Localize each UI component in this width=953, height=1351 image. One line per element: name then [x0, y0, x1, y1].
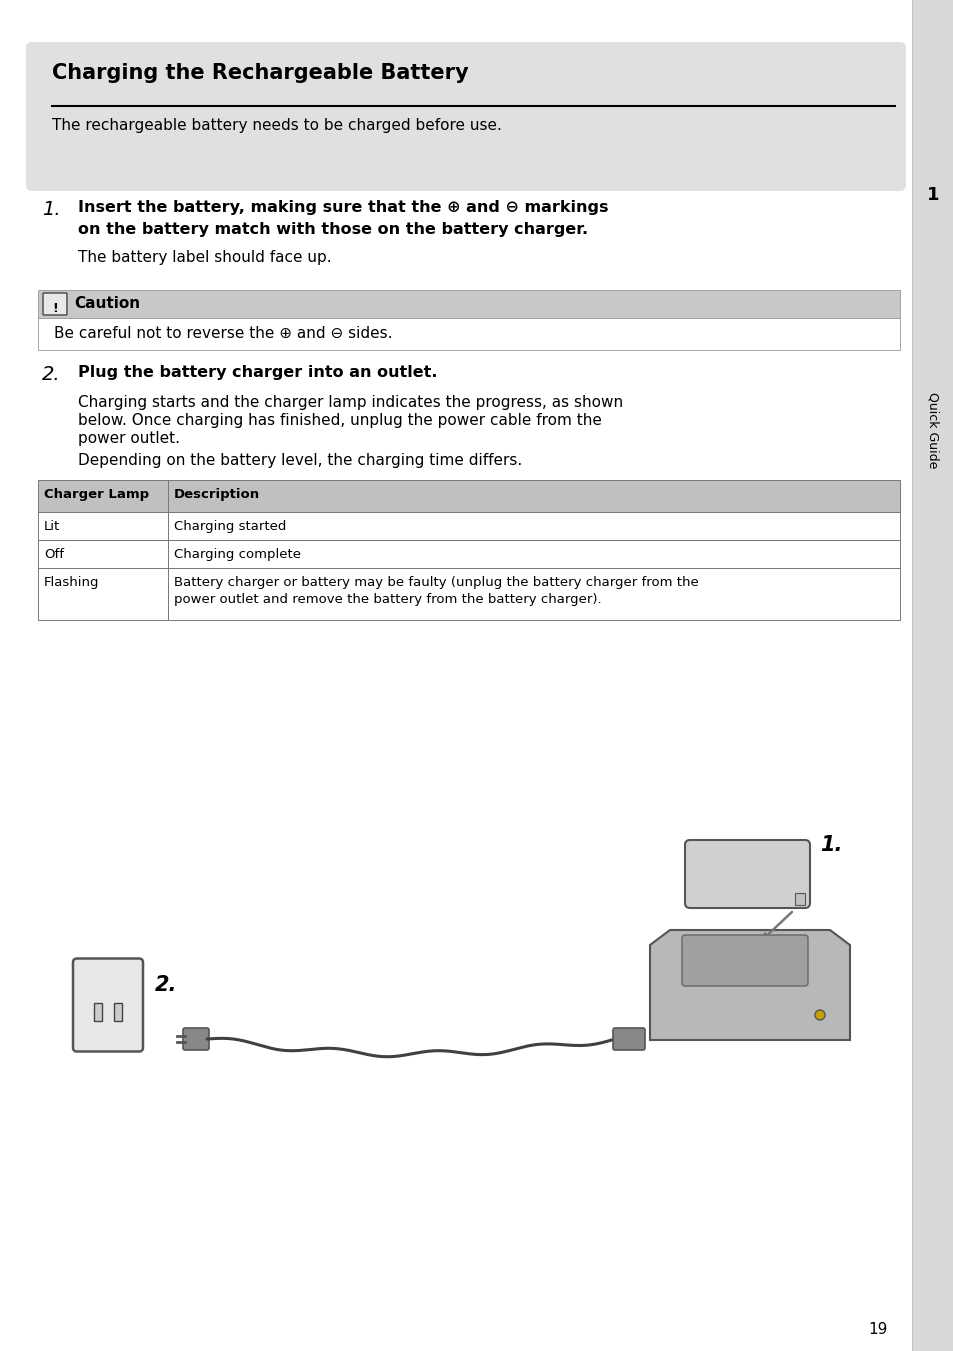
- Text: Charging starts and the charger lamp indicates the progress, as shown: Charging starts and the charger lamp ind…: [78, 394, 622, 409]
- Bar: [911, 0, 953, 1351]
- Text: 1: 1: [925, 186, 939, 204]
- Text: !: !: [52, 303, 58, 315]
- FancyBboxPatch shape: [26, 42, 905, 190]
- FancyBboxPatch shape: [613, 1028, 644, 1050]
- Bar: [94, 1002, 102, 1021]
- Text: Be careful not to reverse the ⊕ and ⊖ sides.: Be careful not to reverse the ⊕ and ⊖ si…: [54, 326, 392, 340]
- FancyBboxPatch shape: [43, 293, 67, 315]
- Text: power outlet.: power outlet.: [78, 431, 180, 446]
- Text: Battery charger or battery may be faulty (unplug the battery charger from the: Battery charger or battery may be faulty…: [173, 576, 698, 589]
- Text: Charging the Rechargeable Battery: Charging the Rechargeable Battery: [52, 63, 468, 82]
- Circle shape: [814, 1011, 824, 1020]
- Text: Description: Description: [173, 488, 260, 501]
- Text: Insert the battery, making sure that the ⊕ and ⊖ markings: Insert the battery, making sure that the…: [78, 200, 608, 215]
- Text: 1.: 1.: [820, 835, 841, 855]
- Text: Quick Guide: Quick Guide: [925, 392, 939, 469]
- FancyBboxPatch shape: [684, 840, 809, 908]
- Text: Charging complete: Charging complete: [173, 549, 301, 561]
- Text: 19: 19: [867, 1323, 886, 1337]
- Text: Plug the battery charger into an outlet.: Plug the battery charger into an outlet.: [78, 365, 437, 380]
- Text: 2.: 2.: [42, 365, 61, 384]
- Text: below. Once charging has finished, unplug the power cable from the: below. Once charging has finished, unplu…: [78, 413, 601, 428]
- FancyBboxPatch shape: [73, 958, 143, 1051]
- Text: Lit: Lit: [44, 520, 60, 534]
- Bar: [38, 512, 899, 540]
- Bar: [38, 540, 899, 567]
- Bar: [38, 317, 899, 350]
- Text: Off: Off: [44, 549, 64, 561]
- Text: 2.: 2.: [154, 975, 177, 994]
- FancyBboxPatch shape: [681, 935, 807, 986]
- FancyBboxPatch shape: [183, 1028, 209, 1050]
- Text: power outlet and remove the battery from the battery charger).: power outlet and remove the battery from…: [173, 593, 601, 607]
- Text: The battery label should face up.: The battery label should face up.: [78, 250, 332, 265]
- Bar: [38, 480, 899, 512]
- Text: on the battery match with those on the battery charger.: on the battery match with those on the b…: [78, 222, 587, 236]
- Bar: [794, 893, 804, 905]
- Bar: [38, 290, 899, 317]
- Bar: [113, 1002, 122, 1021]
- Text: Caution: Caution: [74, 296, 140, 311]
- Text: Flashing: Flashing: [44, 576, 99, 589]
- Text: Charger Lamp: Charger Lamp: [44, 488, 149, 501]
- Text: The rechargeable battery needs to be charged before use.: The rechargeable battery needs to be cha…: [52, 118, 501, 132]
- Text: 1.: 1.: [42, 200, 61, 219]
- Text: Charging started: Charging started: [173, 520, 286, 534]
- Text: Depending on the battery level, the charging time differs.: Depending on the battery level, the char…: [78, 453, 521, 467]
- Bar: [38, 567, 899, 620]
- Polygon shape: [649, 929, 849, 1040]
